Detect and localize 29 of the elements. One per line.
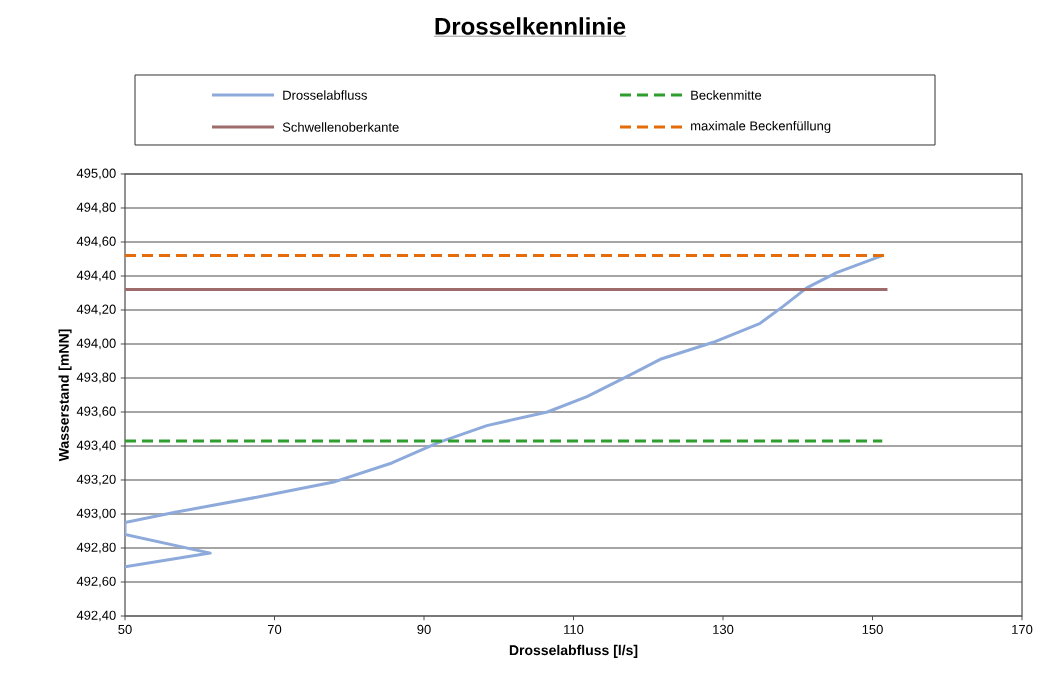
- x-tick-label: 90: [417, 624, 431, 634]
- x-tick-label: 130: [713, 624, 734, 634]
- legend-label: Beckenmitte: [691, 90, 762, 100]
- y-axis-title: Wasserstand [mNN]: [58, 329, 72, 462]
- legend-label: maximale Beckenfüllung: [691, 120, 831, 134]
- legend-label: Drosselabfluss: [283, 90, 367, 100]
- y-tick-label: 494,40: [76, 270, 116, 282]
- y-tick-label: 493,20: [76, 474, 116, 486]
- y-tick-label: 494,20: [76, 304, 116, 316]
- x-axis-title: Drosselabfluss [l/s]: [509, 644, 638, 658]
- legend-label: Schwellenoberkante: [282, 122, 399, 132]
- y-tick-label: 493,40: [76, 440, 116, 452]
- chart-title: Drosselkennlinie: [435, 17, 626, 35]
- y-tick-label: 493,80: [76, 372, 116, 384]
- x-tick-label: 150: [862, 624, 883, 634]
- y-tick-label: 492,80: [76, 542, 116, 554]
- y-tick-label: 494,00: [76, 338, 116, 350]
- y-tick-label: 494,60: [76, 236, 116, 248]
- y-tick-label: 492,60: [76, 576, 116, 588]
- y-tick-label: 492,40: [76, 610, 116, 622]
- y-tick-label: 493,60: [76, 406, 116, 418]
- y-tick-label: 495,00: [76, 168, 116, 180]
- line-series: [125, 254, 884, 569]
- x-tick-label: 110: [564, 624, 584, 634]
- y-tick-label: 494,80: [76, 202, 116, 214]
- x-tick-label: 170: [1012, 624, 1033, 634]
- y-tick-label: 493,00: [76, 508, 116, 520]
- x-tick-label: 70: [267, 624, 282, 634]
- x-tick-label: 50: [118, 624, 132, 634]
